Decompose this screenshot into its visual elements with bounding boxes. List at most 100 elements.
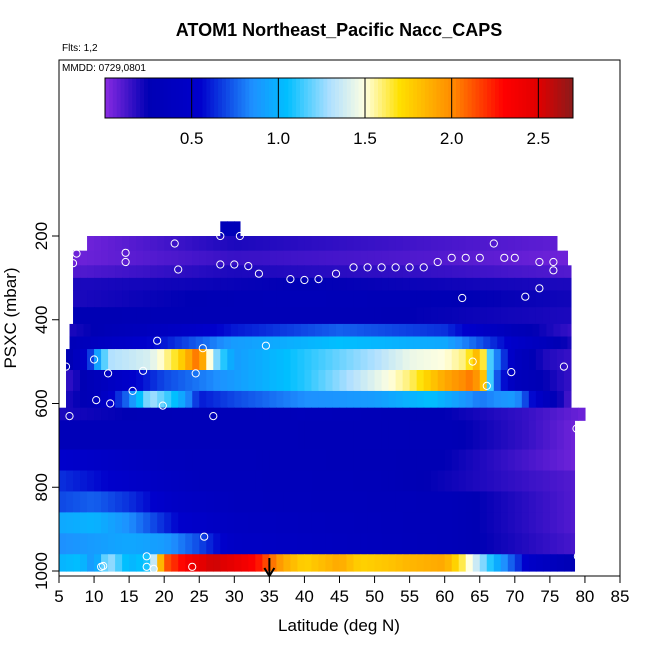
heatmap-cell: [304, 407, 313, 421]
heatmap-cell: [290, 265, 299, 279]
heatmap-cell: [227, 290, 235, 308]
heatmap-cell: [311, 554, 320, 572]
heatmap-cell: [339, 307, 348, 325]
heatmap-cell: [286, 336, 295, 350]
heatmap-cell: [255, 491, 263, 513]
heatmap-cell: [258, 323, 267, 338]
heatmap-cell: [318, 470, 327, 493]
heatmap-cell: [469, 323, 477, 338]
heatmap-cell: [500, 236, 509, 252]
heatmap-cell: [234, 407, 242, 421]
heatmap-cell: [297, 349, 306, 371]
heatmap-cell: [206, 265, 214, 279]
observation-point: [549, 257, 558, 267]
heatmap-cell: [479, 512, 488, 534]
heatmap-cell: [528, 250, 537, 266]
heatmap-cell: [451, 390, 460, 409]
colorbar-segment: [541, 78, 547, 118]
heatmap-cell: [227, 349, 235, 371]
heatmap-cell: [507, 307, 516, 325]
heatmap-cell: [283, 390, 292, 409]
heatmap-cell: [206, 277, 214, 292]
heatmap-cell: [129, 236, 137, 252]
heatmap-cell: [101, 290, 109, 308]
heatmap-cell: [500, 491, 509, 513]
heatmap-cell: [542, 491, 551, 513]
heatmap-cell: [560, 336, 568, 350]
heatmap-cell: [262, 491, 270, 513]
heatmap-cell: [59, 533, 67, 555]
heatmap-cell: [367, 512, 376, 534]
heatmap-cell: [185, 265, 193, 279]
heatmap-cell: [318, 250, 327, 266]
heatmap-cell: [269, 420, 277, 451]
heatmap-cell: [255, 390, 263, 409]
heatmap-cell: [430, 290, 439, 308]
heatmap-cell: [157, 307, 165, 325]
heatmap-cell: [374, 407, 383, 421]
heatmap-cell: [437, 265, 446, 279]
heatmap-cell: [297, 512, 306, 534]
heatmap-cell: [409, 407, 418, 421]
heatmap-cell: [241, 307, 249, 325]
heatmap-cell: [479, 470, 488, 493]
heatmap-cell: [486, 390, 495, 409]
heatmap-cell: [80, 290, 88, 308]
heatmap-cell: [108, 512, 116, 534]
heatmap-cell: [563, 554, 572, 572]
heatmap-cell: [297, 554, 306, 572]
heatmap-cell: [157, 236, 165, 252]
heatmap-cell: [413, 336, 421, 350]
heatmap-cell: [248, 265, 256, 279]
heatmap-cell: [150, 307, 158, 325]
heatmap-cell: [269, 290, 277, 308]
colorbar-segment: [155, 78, 161, 118]
heatmap-cell: [262, 236, 270, 252]
heatmap-cell: [241, 390, 249, 409]
heatmap-cell: [388, 265, 397, 279]
heatmap-cell: [297, 449, 306, 472]
heatmap-cell: [528, 512, 537, 534]
heatmap-cell: [549, 277, 558, 292]
colorbar-segment: [565, 78, 570, 118]
heatmap-cell: [192, 290, 200, 308]
heatmap-cell: [367, 390, 376, 409]
colorbar-segment: [229, 78, 235, 118]
heatmap-cell: [227, 236, 235, 252]
arrow-head: [263, 567, 276, 578]
heatmap-cell: [374, 349, 383, 371]
heatmap-cell: [465, 533, 474, 555]
heatmap-cell: [199, 349, 207, 371]
heatmap-cell: [87, 277, 95, 292]
heatmap-cell: [493, 277, 502, 292]
colorbar-segment: [116, 78, 122, 118]
heatmap-cell: [206, 290, 214, 308]
heatmap-cell: [388, 307, 397, 325]
heatmap-cell: [255, 533, 263, 555]
heatmap-cell: [455, 323, 463, 338]
heatmap-cell: [143, 290, 151, 308]
heatmap-cell: [346, 277, 355, 292]
heatmap-cell: [504, 323, 512, 338]
observation-point: [65, 412, 74, 421]
heatmap-cell: [507, 236, 516, 252]
heatmap-cell: [437, 290, 446, 308]
heatmap-cell: [388, 407, 397, 421]
colorbar-segment: [335, 78, 340, 118]
colorbar-tick-label: 1.5: [353, 129, 377, 148]
heatmap-cell: [500, 390, 509, 409]
dates-label: MMDD: 0729,0801: [62, 63, 146, 74]
heatmap-cell: [528, 554, 537, 572]
heatmap-cell: [269, 449, 277, 472]
heatmap-cell: [416, 554, 425, 572]
colorbar-segment: [522, 78, 527, 118]
heatmap-cell: [367, 449, 376, 472]
heatmap-cell: [262, 290, 270, 308]
heatmap-cell: [535, 265, 544, 279]
heatmap-cell: [241, 277, 249, 292]
heatmap-cell: [472, 370, 481, 392]
colorbar-segment: [385, 78, 391, 118]
heatmap-cell: [227, 420, 235, 451]
heatmap-cell: [244, 336, 253, 350]
heatmap-cell: [535, 512, 544, 534]
